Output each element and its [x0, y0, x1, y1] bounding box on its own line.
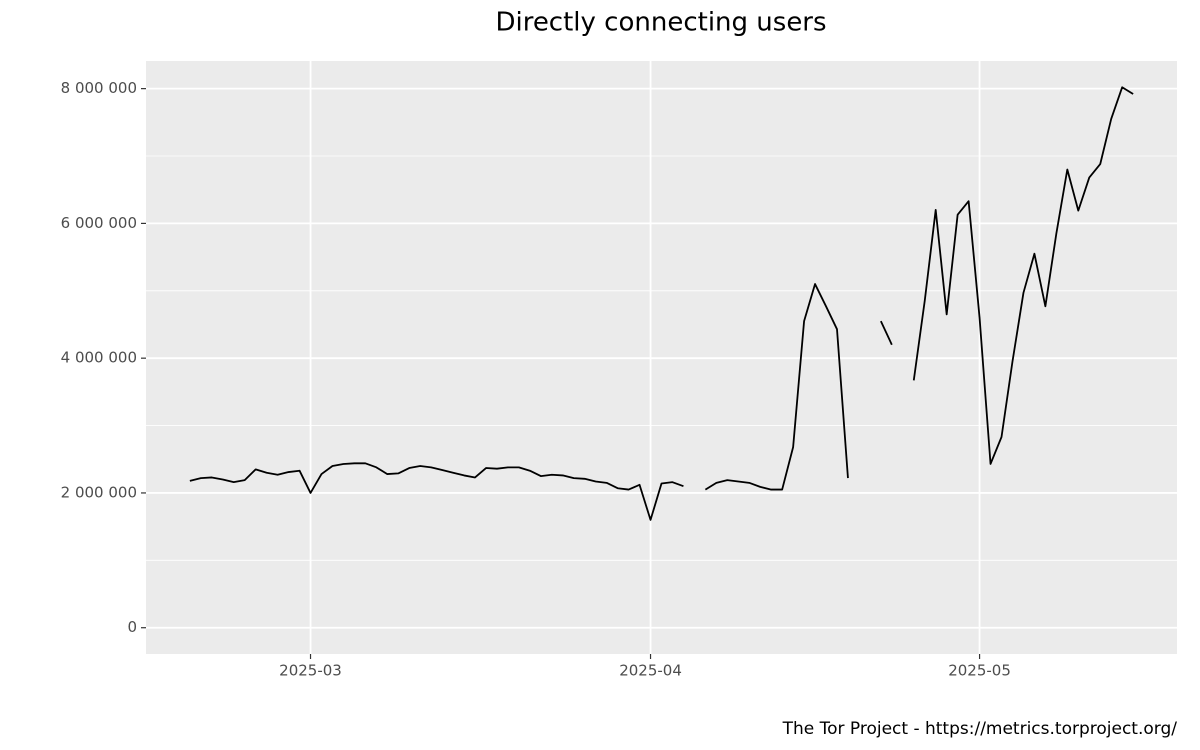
data-line [189, 86, 1134, 521]
y-tick-label: 6 000 000 [61, 214, 137, 232]
y-tick-label: 8 000 000 [61, 79, 137, 97]
caption: The Tor Project - https://metrics.torpro… [782, 719, 1178, 739]
y-tick-label: 2 000 000 [61, 483, 137, 501]
y-tick-label: 0 [127, 618, 137, 636]
chart-title: Directly connecting users [495, 8, 826, 38]
y-tick-label: 4 000 000 [61, 349, 137, 367]
x-tick-label: 2025-03 [279, 662, 342, 680]
x-tick-label: 2025-04 [619, 662, 682, 680]
x-tick-label: 2025-05 [948, 662, 1011, 680]
